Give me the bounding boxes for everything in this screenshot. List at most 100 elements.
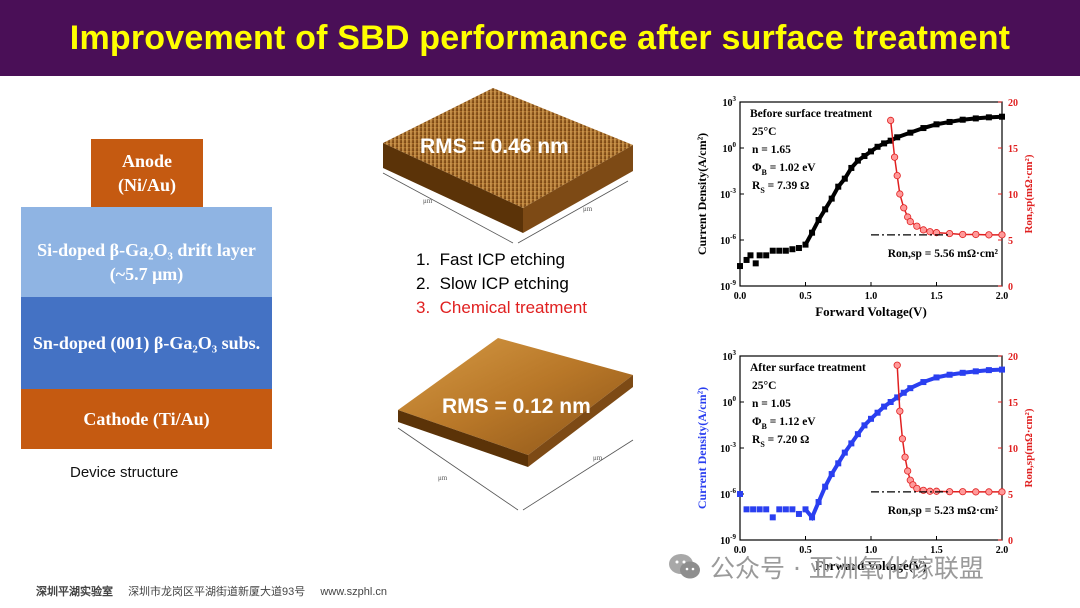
ron-point — [959, 488, 967, 496]
jv-point — [737, 491, 743, 497]
jv-curve — [803, 367, 1003, 522]
ron-point — [972, 488, 980, 496]
ron-curve — [889, 120, 1002, 236]
jv-point — [776, 247, 783, 254]
jv-point — [737, 263, 743, 270]
ron-point — [998, 488, 1006, 496]
x-tick-label: 2.0 — [996, 291, 1009, 302]
chart-param: ΦB = 1.02 eV — [752, 162, 816, 177]
afm-top-axis-unit-2: μm — [583, 205, 593, 213]
x-tick-label: 0.5 — [799, 291, 812, 302]
ron-point — [919, 226, 927, 234]
jv-point — [750, 506, 757, 513]
afm-rms-rough: RMS = 0.46 nm — [420, 135, 569, 158]
jv-point — [756, 252, 763, 259]
ron-point — [900, 204, 908, 212]
jv-point — [743, 506, 750, 513]
y-tick-label: 10-3 — [720, 441, 736, 455]
y-tick-label: 10-6 — [720, 487, 736, 501]
jv-point — [752, 260, 759, 267]
step-2: 2. Slow ICP etching — [416, 274, 569, 293]
x-tick-label: 2.0 — [996, 545, 1009, 556]
chart-param: 25°C — [752, 126, 776, 138]
ron-point — [972, 230, 980, 239]
substrate-layer: Sn-doped (001) β-Ga₂O₃ subs. — [21, 297, 272, 389]
jv-point — [769, 514, 776, 521]
watermark-text: 公众号 · 亚洲氧化镓联盟 — [710, 554, 984, 583]
ron-point — [896, 407, 904, 415]
ron-point — [926, 228, 934, 236]
ron-point — [985, 231, 993, 239]
y2-tick-label: 10 — [1008, 444, 1018, 455]
jv-point — [747, 252, 754, 259]
jv-point — [789, 506, 796, 513]
ron-point — [945, 229, 954, 238]
x-axis-label: Forward Voltage(V) — [815, 304, 927, 319]
chart-param: ΦB = 1.12 eV — [752, 416, 816, 431]
anode-label: Anode — [121, 150, 172, 171]
ron-curve — [896, 365, 1002, 493]
y2-tick-label: 10 — [1008, 190, 1018, 201]
footer: 深圳平湖实验室 深圳市龙岗区平湖街道新厦大道93号 www.szphl.cn — [36, 583, 399, 599]
chart-param: RS = 7.20 Ω — [752, 434, 809, 449]
footer-org: 深圳平湖实验室 — [36, 586, 113, 598]
ron-point — [906, 218, 914, 226]
x-tick-label: 0.0 — [734, 291, 747, 302]
ron-point — [893, 172, 901, 180]
ron-point — [896, 190, 904, 198]
anode-material: (Ni/Au) — [118, 175, 176, 195]
ron-point — [893, 361, 901, 369]
y2-tick-label: 5 — [1008, 490, 1013, 501]
y-axis-label: Current Density(A/cm²) — [695, 387, 709, 509]
wechat-icon — [669, 554, 700, 579]
x-tick-label: 1.5 — [930, 291, 943, 302]
jv-point — [802, 506, 809, 513]
ron-point — [913, 222, 921, 230]
substrate-label: Sn-doped (001) β-Ga₂O₃ subs. — [32, 332, 261, 353]
y-tick-label: 10-6 — [720, 233, 736, 247]
cathode-layer: Cathode (Ti/Au) — [21, 389, 272, 449]
x-tick-label: 0.5 — [799, 545, 812, 556]
jv-point — [782, 506, 789, 513]
afm-image-smooth: μm μm — [397, 338, 634, 511]
y-tick-label: 100 — [723, 141, 737, 155]
treatment-steps: 1. Fast ICP etching 2. Slow ICP etching … — [416, 248, 587, 320]
x-axis-label: Forward Voltage(V) — [815, 558, 927, 573]
y-tick-label: 10-9 — [720, 279, 736, 293]
chart-param: n = 1.05 — [752, 398, 791, 410]
jv-chart-before: 0.0 0.5 1.0 1.5 2.0 10-9 10-6 10-3 100 103 0 5 10 15 2… — [695, 95, 1035, 319]
jv-point — [782, 247, 789, 254]
y2-axis-label: Ron,sp(mΩ·cm²) — [1023, 408, 1035, 487]
jv-point — [795, 510, 802, 517]
y2-tick-label: 15 — [1008, 398, 1018, 409]
ron-annotation: Ron,sp = 5.56 mΩ·cm² — [888, 248, 999, 260]
chart-param: 25°C — [752, 380, 776, 392]
drift-thickness: (~5.7 μm) — [109, 264, 184, 284]
jv-point — [763, 506, 770, 513]
jv-point — [795, 245, 802, 252]
footer-address: 深圳市龙岗区平湖街道新厦大道93号 — [128, 586, 306, 598]
title-bar: Improvement of SBD performance after sur… — [0, 0, 1080, 76]
ron-point — [913, 484, 921, 493]
x-tick-label: 1.5 — [930, 545, 943, 556]
ron-point — [890, 153, 899, 161]
y2-tick-label: 20 — [1008, 98, 1018, 109]
y2-tick-label: 5 — [1008, 236, 1013, 247]
jv-point — [756, 506, 763, 513]
y-tick-label: 103 — [723, 95, 737, 109]
y2-tick-label: 0 — [1008, 282, 1013, 293]
y2-axis-label: Ron,sp(mΩ·cm²) — [1023, 154, 1035, 233]
chart-title: Before surface treatment — [750, 108, 872, 120]
y2-tick-label: 15 — [1008, 144, 1018, 155]
chart-param: RS = 7.39 Ω — [752, 180, 809, 195]
jv-curve — [803, 114, 1003, 246]
watermark: 公众号 · 亚洲氧化镓联盟 — [668, 549, 984, 585]
y2-tick-label: 20 — [1008, 352, 1018, 363]
afm-bottom-axis-unit-2: μm — [593, 454, 603, 462]
ron-point — [926, 487, 934, 495]
footer-website: www.szphl.cn — [320, 586, 387, 598]
device-caption: Device structure — [70, 464, 179, 481]
drift-label: Si-doped β-Ga₂O₃ drift layer — [37, 239, 256, 260]
cathode-label: Cathode (Ti/Au) — [83, 408, 210, 429]
y-tick-label: 10-3 — [720, 187, 736, 201]
